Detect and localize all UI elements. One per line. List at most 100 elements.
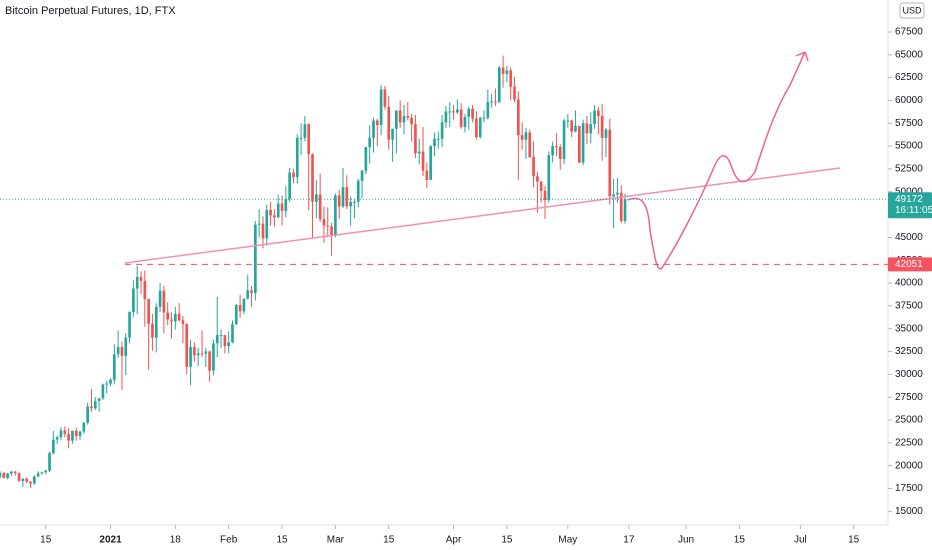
chart-title: Bitcoin Perpetual Futures, 1D, FTX — [5, 5, 176, 17]
candle-body — [93, 401, 97, 409]
y-tick-label: 20000 — [895, 460, 923, 471]
y-tick-label: 30000 — [895, 369, 923, 380]
y-tick-label: 65000 — [895, 49, 923, 60]
y-tick-label: 45000 — [895, 232, 923, 243]
candle-body — [547, 155, 551, 200]
candle-body — [193, 346, 196, 356]
candle-body — [597, 110, 600, 116]
candle-body — [402, 115, 406, 123]
candle-body — [478, 117, 482, 137]
candle-body — [86, 406, 89, 423]
x-tick-label: 15 — [848, 535, 860, 546]
x-tick-label: Feb — [220, 535, 238, 546]
candle-body — [360, 170, 364, 181]
candle-body — [158, 290, 162, 307]
candle-body — [238, 304, 242, 312]
candle-body — [524, 132, 528, 140]
candle-body — [501, 67, 505, 74]
candle-body — [227, 342, 231, 347]
candle-body — [109, 379, 112, 384]
candle-body — [459, 109, 463, 127]
x-tick-label: Apr — [446, 535, 462, 546]
candle-body — [200, 353, 204, 355]
candle-body — [497, 67, 501, 103]
y-tick-label: 32500 — [895, 346, 923, 357]
candle-body — [250, 290, 253, 294]
candle-body — [173, 313, 177, 322]
y-tick-label: 67500 — [895, 27, 923, 38]
candle-body — [417, 151, 421, 154]
candle-body — [219, 335, 223, 337]
candle-body — [204, 351, 208, 354]
y-tick-label: 27500 — [895, 392, 923, 403]
candle-body — [364, 147, 368, 171]
candle-body — [452, 111, 455, 113]
y-tick-label: 22500 — [895, 437, 923, 448]
x-tick-label: 15 — [501, 535, 513, 546]
candle-body — [570, 120, 574, 132]
candle-body — [143, 280, 147, 300]
candle-body — [132, 288, 135, 312]
candle-body — [59, 430, 63, 438]
y-tick-label: 40000 — [895, 278, 923, 289]
candle-body — [467, 108, 471, 117]
candle-body — [113, 354, 116, 380]
candle-body — [48, 453, 51, 471]
x-tick-label: 17 — [623, 535, 635, 546]
candle-body — [600, 115, 604, 138]
candle-body — [440, 122, 444, 139]
candle-body — [10, 471, 13, 474]
candle-body — [162, 290, 166, 313]
candle-body — [52, 439, 55, 454]
candle-body — [147, 299, 150, 324]
candle-body — [40, 472, 44, 474]
candle-body — [539, 181, 543, 191]
trend-line — [124, 167, 841, 264]
candle-body — [391, 128, 394, 140]
countdown-label: 16:11:05 — [895, 205, 932, 216]
candle-body — [429, 146, 432, 180]
candle-body — [78, 431, 82, 436]
plot — [0, 55, 627, 488]
candle-body — [330, 226, 333, 236]
candle-body — [562, 120, 566, 159]
candle-body — [475, 118, 478, 137]
candle-body — [299, 137, 303, 139]
candle-body — [528, 132, 532, 158]
y-tick-label: 55000 — [895, 141, 923, 152]
candle-body — [311, 154, 314, 202]
candle-body — [55, 437, 59, 440]
candle-body — [212, 343, 215, 371]
candle-body — [433, 138, 436, 147]
candle-body — [208, 351, 211, 371]
candle-body — [543, 190, 547, 200]
candle-body — [116, 346, 120, 355]
forecast-drawing — [627, 51, 809, 270]
candle-body — [566, 120, 570, 122]
candle-body — [593, 110, 596, 125]
candle-body — [551, 146, 554, 156]
candle-body — [558, 147, 562, 159]
last-price-badge — [888, 192, 932, 219]
candle-body — [170, 319, 173, 322]
last-price-label: 49172 — [895, 194, 923, 205]
candle-body — [185, 324, 189, 367]
candle-body — [90, 406, 93, 409]
y-tick-label: 50000 — [895, 186, 923, 197]
candle-body — [337, 195, 341, 207]
y-tick-label: 60000 — [895, 95, 923, 106]
y-tick-label: 52500 — [895, 164, 923, 175]
candle-body — [215, 335, 219, 344]
candle-body — [414, 124, 417, 154]
y-tick-label: 57500 — [895, 118, 923, 129]
candle-body — [604, 129, 608, 138]
currency-badge[interactable] — [899, 2, 925, 19]
candle-body — [181, 320, 185, 325]
candle-body — [276, 203, 280, 218]
candle-body — [589, 124, 593, 134]
candle-body — [29, 481, 32, 484]
candle-body — [44, 470, 48, 473]
x-tick-label: 15 — [383, 535, 395, 546]
candle-body — [284, 199, 288, 211]
x-tick-label: 18 — [170, 535, 182, 546]
